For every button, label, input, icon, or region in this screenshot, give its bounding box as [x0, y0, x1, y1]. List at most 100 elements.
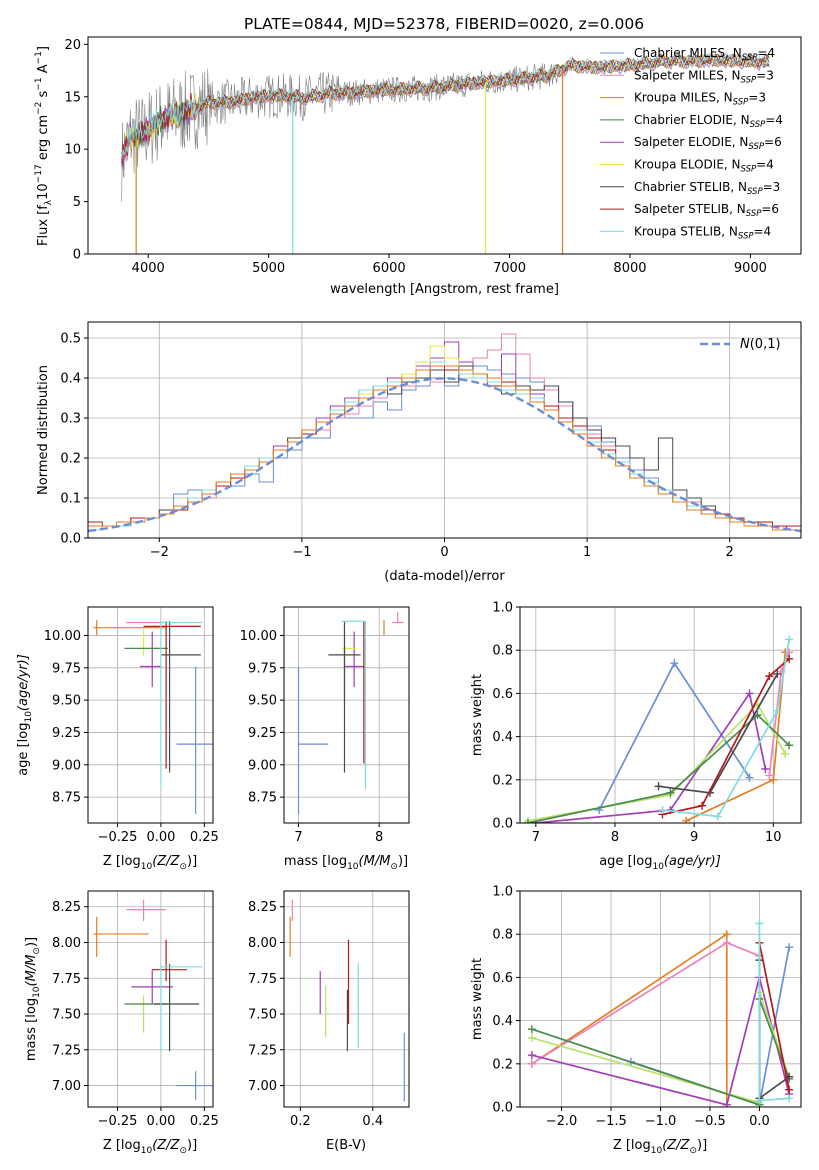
- spectrum-ylabel: Flux [fλ10−17 erg cm−2 s−1 A−1]: [34, 46, 54, 246]
- weight-age-panel-ytick-label: 0.2: [492, 773, 513, 788]
- spectrum-ytick-label: 10: [64, 143, 81, 158]
- weight-z-panel-ytick-label: 0.4: [492, 1014, 513, 1029]
- age-mass-panel-frame: [283, 606, 410, 824]
- legend-entry: Salpeter STELIB, NSSP=6: [634, 202, 779, 219]
- weight-z-panel-point: [527, 1025, 536, 1034]
- weight-z-panel: −2.0 −1.5 −1.0 −0.5 0.0 0.0 0.2 0.4 0.6 0.8 1.0 Z […: [470, 885, 802, 1156]
- legend-entry: Chabrier MILES, NSSP=4: [634, 46, 775, 63]
- age-z-panel-ytick-label: 9.50: [52, 694, 81, 709]
- spectrum-xtick-label: 4000: [132, 261, 165, 276]
- age-mass-panel-plot-area: [284, 607, 409, 823]
- weight-age-panel-point: [531, 819, 540, 823]
- weight-z-panel-ytick-label: 0.0: [492, 1101, 513, 1116]
- weight-age-panel-point: [769, 775, 778, 784]
- mass-z-panel-plot-area: [88, 891, 213, 1107]
- weight-age-panel-xtick-label: 10: [765, 830, 782, 845]
- weight-age-panel-point: [765, 771, 774, 780]
- age-z-panel-ytick-label: 8.75: [52, 791, 81, 806]
- legend-entry: Chabrier ELODIE, NSSP=4: [634, 113, 783, 130]
- spectrum-panel-plot-area: [121, 51, 770, 254]
- weight-age-panel-frame: [519, 606, 802, 824]
- mass-z-panel: −0.25 0.00 0.25 7.00 7.25 7.50 7.75 8.00 8.25 Z […: [24, 890, 219, 1156]
- weight-z-panel-point: [527, 1051, 536, 1060]
- weight-age-panel-point: [781, 749, 790, 758]
- weight-age-panel-point: [666, 788, 675, 797]
- weight-age-panel-point: [773, 706, 782, 715]
- weight-z-panel-ytick-label: 1.0: [492, 885, 513, 900]
- mass-z-panel-ytick-label: 7.25: [52, 1043, 81, 1058]
- legend-entry: Kroupa MILES, NSSP=3: [634, 91, 766, 108]
- mass-z-panel-xtick-label: −0.25: [98, 1114, 138, 1129]
- mass-z-panel-ytick-label: 7.00: [52, 1079, 81, 1094]
- weight-z-panel-xtick-label: −0.5: [694, 1114, 726, 1129]
- age-mass-xlabel: mass [log10(M/M⊙)]: [284, 854, 408, 872]
- legend-entry: Salpeter MILES, NSSP=3: [634, 68, 774, 85]
- age-z-panel-ytick-label: 10.00: [44, 629, 81, 644]
- weight-z-panel-ytick-label: 0.8: [492, 928, 513, 943]
- spectrum-xtick-label: 9000: [734, 261, 767, 276]
- spectrum-ytick-label: 20: [64, 38, 81, 53]
- spectrum-ytick-label: 0: [73, 248, 81, 263]
- mass-ebv-panel-frame: [283, 890, 410, 1108]
- histogram-xtick-label: 2: [726, 545, 734, 560]
- mass-z-ylabel: mass [log10(M/M⊙)]: [24, 937, 42, 1061]
- legend-entry: Kroupa STELIB, NSSP=4: [634, 224, 771, 241]
- histogram-xtick-label: 0: [440, 545, 448, 560]
- weight-z-panel-point: [785, 1085, 794, 1094]
- gaussian-curve: [88, 377, 801, 533]
- age-mass-panel-ytick-label: 9.25: [248, 726, 277, 741]
- mass-z-panel-frame: [87, 890, 214, 1108]
- weight-age-panel: 7 8 9 10 0.0 0.2 0.4 0.6 0.8 1.0 age [log10(age/yr…: [470, 601, 802, 872]
- mass-z-panel-ytick-label: 8.00: [52, 936, 81, 951]
- mass-ebv-panel-ytick-label: 8.00: [248, 936, 277, 951]
- spectrum-xtick-label: 7000: [493, 261, 526, 276]
- histogram-xlabel: (data-model)/error: [384, 569, 505, 584]
- age-mass-panel-ytick-label: 8.75: [248, 791, 277, 806]
- mass-ebv-panel-ytick-label: 8.25: [248, 900, 277, 915]
- age-mass-panel-xtick-label: 7: [294, 830, 302, 845]
- mass-ebv-xlabel: E(B-V): [326, 1138, 366, 1153]
- spectrum-ytick-label: 5: [73, 195, 81, 210]
- histogram-xtick-label: −2: [150, 545, 169, 560]
- weight-z-panel-xtick-label: 0.0: [749, 1114, 770, 1129]
- age-z-panel-ytick-label: 9.25: [52, 726, 81, 741]
- weight-age-panel-point: [773, 669, 782, 678]
- weight-age-panel-xtick-label: 7: [532, 830, 540, 845]
- age-z-ylabel: age [log10(age/yr)]: [16, 654, 34, 776]
- age-mass-panel-ytick-label: 9.00: [248, 758, 277, 773]
- weight-age-panel-point: [670, 659, 679, 668]
- weight-age-panel-ytick-label: 0.6: [492, 687, 513, 702]
- weight-z-panel-series-line: [758, 942, 790, 1090]
- histogram-legend: N(0,1): [700, 337, 781, 352]
- figure-title: PLATE=0844, MJD=52378, FIBERID=0020, z=0…: [244, 15, 644, 33]
- weight-age-panel-point: [698, 801, 707, 810]
- weight-z-panel-point: [722, 930, 731, 939]
- mass-z-panel-ytick-label: 8.25: [52, 900, 81, 915]
- histogram-ylabel: Normed distribution: [36, 365, 51, 495]
- age-mass-panel-ytick-label: 10.00: [240, 629, 277, 644]
- weight-z-panel-xtick-label: −2.0: [546, 1114, 578, 1129]
- age-mass-panel-ytick-label: 9.75: [248, 661, 277, 676]
- histogram-xtick-label: −1: [292, 545, 311, 560]
- legend-entry: Kroupa ELODIE, NSSP=4: [634, 158, 774, 175]
- weight-z-panel-point: [527, 1033, 536, 1042]
- age-mass-panel-ytick-label: 9.50: [248, 694, 277, 709]
- age-mass-panel: 7 8 8.75 9.00 9.25 9.50 9.75 10.00 mass [log10(M…: [240, 606, 410, 872]
- weight-z-panel-ytick-label: 0.2: [492, 1057, 513, 1072]
- mass-ebv-panel-ytick-label: 7.75: [248, 972, 277, 987]
- mass-ebv-panel-ytick-label: 7.00: [248, 1079, 277, 1094]
- spectrum-xtick-label: 6000: [373, 261, 406, 276]
- weight-age-panel-ytick-label: 1.0: [492, 601, 513, 616]
- spectrum-model-line: [121, 54, 770, 171]
- weight-z-panel-ytick-label: 0.6: [492, 971, 513, 986]
- age-z-panel-xtick-label: 0.25: [190, 830, 219, 845]
- weight-age-panel-point: [761, 765, 770, 773]
- age-mass-panel-xtick-label: 8: [375, 830, 383, 845]
- weight-age-panel-point: [785, 741, 794, 750]
- weight-age-panel-point: [682, 816, 691, 823]
- weight-age-panel-point: [785, 635, 794, 644]
- histogram-ytick-label: 0.2: [60, 452, 81, 467]
- histogram-ytick-label: 0.5: [60, 332, 81, 347]
- mass-ebv-panel-ytick-label: 7.25: [248, 1043, 277, 1058]
- weight-z-panel-point: [785, 943, 794, 952]
